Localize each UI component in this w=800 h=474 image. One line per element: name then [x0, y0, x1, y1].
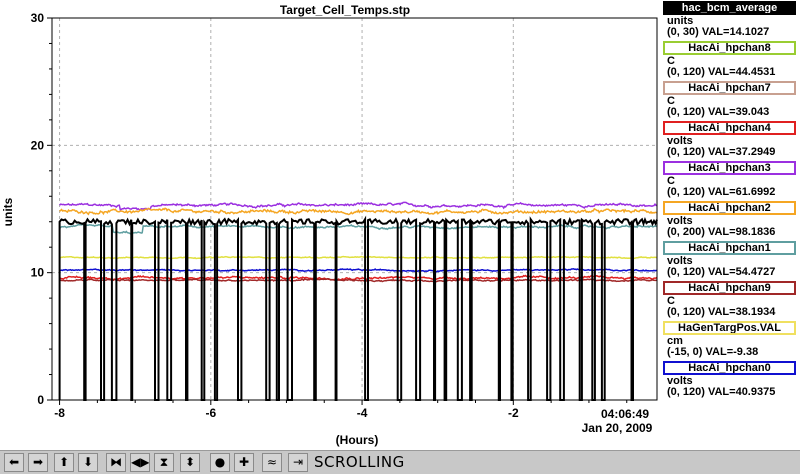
legend-entry[interactable]: HacAi_hpchan9 C (0, 120) VAL=38.1934: [661, 280, 800, 320]
add-trace-button[interactable]: ✚: [234, 453, 254, 472]
legend-entry[interactable]: HacAi_hpchan8 C (0, 120) VAL=44.4531: [661, 40, 800, 80]
scrolling-status: SCROLLING: [314, 453, 405, 471]
legend-range-value: (0, 120) VAL=38.1934: [667, 306, 776, 318]
legend-series-name[interactable]: HacAi_hpchan4: [663, 121, 796, 135]
zoom-in-x-icon: ⧓: [110, 455, 122, 469]
zoom-out-y-icon: ⬍: [184, 455, 196, 469]
legend-series-name[interactable]: HacAi_hpchan0: [663, 361, 796, 375]
plus-icon: ✚: [238, 455, 250, 469]
legend-range-value: (0, 120) VAL=54.4727: [667, 266, 776, 278]
legend-series-name[interactable]: HacAi_hpchan1: [663, 241, 796, 255]
chart-title: Target_Cell_Temps.stp: [280, 3, 410, 17]
scroll-up-button[interactable]: ⬆: [54, 453, 74, 472]
legend-series-name[interactable]: HacAi_hpchan2: [663, 201, 796, 215]
legend-panel: hac_bcm_average units (0, 30) VAL=14.1027 H…: [661, 0, 800, 450]
legend-entry[interactable]: HacAi_hpchan0 volts (0, 120) VAL=40.9375: [661, 360, 800, 400]
scroll-left-button[interactable]: ➡: [4, 453, 24, 472]
end-time-label: 04:06:49: [601, 407, 649, 421]
series-line-HacAi_hpchan3: [59, 201, 658, 211]
y-tick-label: 0: [37, 393, 44, 407]
arrow-down-icon: ⬇: [82, 455, 94, 469]
legend-unit: units: [667, 15, 694, 27]
zoom-in-y-button[interactable]: ⧗: [154, 453, 174, 472]
chart-plot: Target_Cell_Temps.stp units (Hours) 04:0…: [1, 3, 658, 447]
legend-unit: C: [667, 295, 675, 307]
x-tick-label: -6: [205, 406, 216, 420]
zoom-out-x-button[interactable]: ◀▶: [130, 453, 150, 472]
legend-unit: volts: [667, 215, 693, 227]
series-line-HacAi_hpchan9: [59, 277, 658, 283]
y-axis-label: units: [1, 197, 15, 226]
legend-series-name[interactable]: HacAi_hpchan7: [663, 81, 796, 95]
series-line-HacAi_hpchan2: [59, 207, 658, 216]
legend-entry[interactable]: HacAi_hpchan4 volts (0, 120) VAL=37.2949: [661, 120, 800, 160]
legend-unit: C: [667, 95, 675, 107]
y-tick-label: 30: [31, 11, 45, 25]
axis-ticks: -8 -6 -4 -2 0 10 20 30: [31, 11, 628, 420]
series-line-hac_bcm_average: [58, 215, 658, 401]
legend-entry[interactable]: HacAi_hpchan3 C (0, 120) VAL=61.6992: [661, 160, 800, 200]
zoom-in-x-button[interactable]: ⧓: [106, 453, 126, 472]
legend-entry[interactable]: HaGenTargPos.VAL cm (-15, 0) VAL=-9.38: [661, 320, 800, 360]
x-tick-label: -4: [357, 406, 368, 420]
legend-series-name[interactable]: hac_bcm_average: [663, 1, 796, 15]
end-date-label: Jan 20, 2009: [582, 421, 653, 435]
legend-unit: volts: [667, 135, 693, 147]
legend-series-name[interactable]: HacAi_hpchan8: [663, 41, 796, 55]
jump-end-icon: ⇥: [292, 455, 304, 469]
y-tick-label: 10: [31, 266, 45, 280]
zoom-out-y-button[interactable]: ⬍: [180, 453, 200, 472]
autoscale-button[interactable]: ●: [210, 453, 230, 472]
series-line-HaGenTargPos.VAL: [59, 255, 658, 260]
jump-to-end-button[interactable]: ⇥: [288, 453, 308, 472]
legend-range-value: (0, 120) VAL=40.9375: [667, 386, 776, 398]
legend-range-value: (0, 120) VAL=37.2949: [667, 146, 776, 158]
legend-unit: cm: [667, 335, 683, 347]
arrow-up-icon: ⬆: [58, 455, 70, 469]
plot-frame: [51, 17, 658, 401]
zoom-in-y-icon: ⧗: [159, 455, 169, 469]
legend-unit: volts: [667, 255, 693, 267]
toolbar: ➡ ➡ ⬆ ⬇ ⧓ ◀▶ ⧗ ⬍ ● ✚ ≈ ⇥ SCROLLING: [0, 450, 800, 474]
legend-range-value: (0, 120) VAL=61.6992: [667, 186, 776, 198]
x-tick-label: -8: [54, 406, 65, 420]
zoom-out-x-icon: ◀▶: [131, 455, 150, 469]
legend-entry[interactable]: hac_bcm_average units (0, 30) VAL=14.1027: [661, 0, 800, 40]
legend-series-name[interactable]: HaGenTargPos.VAL: [663, 321, 796, 335]
reset-button[interactable]: ≈: [262, 453, 282, 472]
series-line-HacAi_hpchan4: [59, 274, 658, 281]
series-line-HacAi_hpchan1: [59, 223, 658, 235]
legend-unit: C: [667, 55, 675, 67]
legend-entry[interactable]: HacAi_hpchan2 volts (0, 200) VAL=98.1836: [661, 200, 800, 240]
target-icon: ●: [214, 455, 226, 469]
legend-entry[interactable]: HacAi_hpchan1 volts (0, 120) VAL=54.4727: [661, 240, 800, 280]
legend-range-value: (-15, 0) VAL=-9.38: [667, 346, 759, 358]
scroll-down-button[interactable]: ⬇: [78, 453, 98, 472]
legend-unit: volts: [667, 375, 693, 387]
scroll-right-button[interactable]: ➡: [28, 453, 48, 472]
x-tick-label: -2: [508, 406, 519, 420]
series-line-HacAi_hpchan0: [59, 268, 658, 273]
legend-range-value: (0, 120) VAL=39.043: [667, 106, 770, 118]
legend-range-value: (0, 120) VAL=44.4531: [667, 66, 776, 78]
legend-entry[interactable]: HacAi_hpchan7 C (0, 120) VAL=39.043: [661, 80, 800, 120]
series-layer: [58, 201, 658, 401]
legend-series-name[interactable]: HacAi_hpchan3: [663, 161, 796, 175]
y-tick-label: 20: [31, 138, 45, 152]
legend-range-value: (0, 200) VAL=98.1836: [667, 226, 776, 238]
legend-range-value: (0, 30) VAL=14.1027: [667, 26, 770, 38]
waveform-icon: ≈: [266, 455, 278, 469]
x-axis-label: (Hours): [336, 433, 379, 447]
legend-series-name[interactable]: HacAi_hpchan9: [663, 281, 796, 295]
arrow-right-icon: ➡: [32, 455, 44, 469]
legend-unit: C: [667, 175, 675, 187]
arrow-left-icon: ➡: [8, 455, 20, 469]
